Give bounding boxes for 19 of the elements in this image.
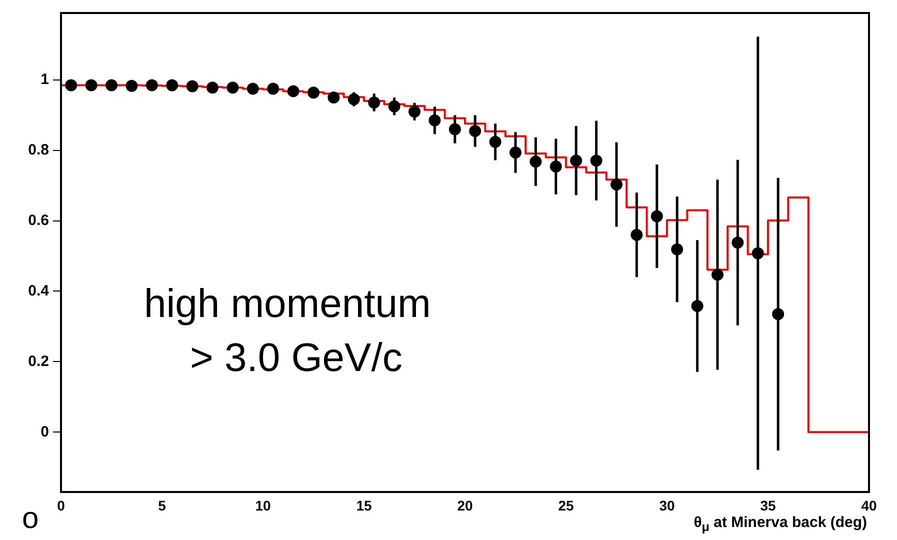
x-tick-label: 15 (356, 497, 372, 514)
annotation: > 3.0 GeV/c (190, 336, 402, 381)
x-tick-label: 5 (158, 497, 166, 514)
x-tick-label: 20 (457, 497, 473, 514)
x-tick-label: 25 (558, 497, 574, 514)
y-tick-label: 0.4 (28, 282, 50, 300)
x-tick-label: 30 (659, 497, 675, 514)
y-tick-label: 0 (40, 423, 49, 440)
y-tick-label: 0.8 (28, 142, 49, 158)
annotation: high momentum (144, 282, 431, 327)
text: o (22, 502, 39, 536)
y-tick-label: 0.2 (28, 352, 49, 370)
x-tick-label: 10 (255, 497, 271, 514)
y-tick-label: 1 (40, 71, 49, 88)
x-tick-label: 40 (861, 497, 877, 514)
y-tick-label: 0.6 (28, 212, 49, 229)
x-axis-title: θ$_{μ}$ at Minerva back (deg) (694, 514, 867, 534)
x-tick-label: 0 (57, 497, 66, 514)
x-tick-label: 35 (760, 497, 776, 514)
